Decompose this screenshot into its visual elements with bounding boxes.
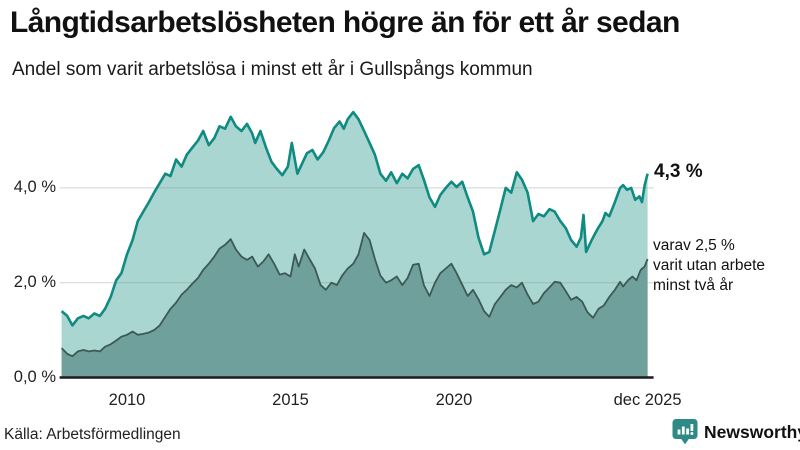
area-fill-two-year <box>61 232 648 378</box>
line-one-year <box>60 110 649 327</box>
end-value-label-two-year: varav 2,5 % varit utan arbete minst två … <box>653 237 766 294</box>
x-axis-label: 2015 <box>272 391 309 409</box>
page-title: Långtidsarbetslösheten högre än för ett … <box>10 6 680 39</box>
chart-subtitle: Andel som varit arbetslösa i minst ett å… <box>12 59 533 80</box>
newsworthy-bubble-chart-icon <box>672 419 698 445</box>
brand-name: Newsworthy <box>704 421 800 442</box>
source-credit: Källa: Arbetsförmedlingen <box>4 426 181 443</box>
end-value-label-one-year: 4,3 % <box>654 161 703 182</box>
newsworthy-logo: Newsworthy <box>672 418 800 446</box>
x-axis-label: 2020 <box>435 391 473 409</box>
x-axis-label: 2010 <box>108 391 146 409</box>
y-axis-label: 4,0 % <box>13 177 56 196</box>
y-axis-label: 0,0 % <box>13 367 56 386</box>
y-axis-label: 2,0 % <box>13 272 56 291</box>
x-axis-label: dec 2025 <box>613 391 682 409</box>
line-two-year <box>60 232 649 358</box>
